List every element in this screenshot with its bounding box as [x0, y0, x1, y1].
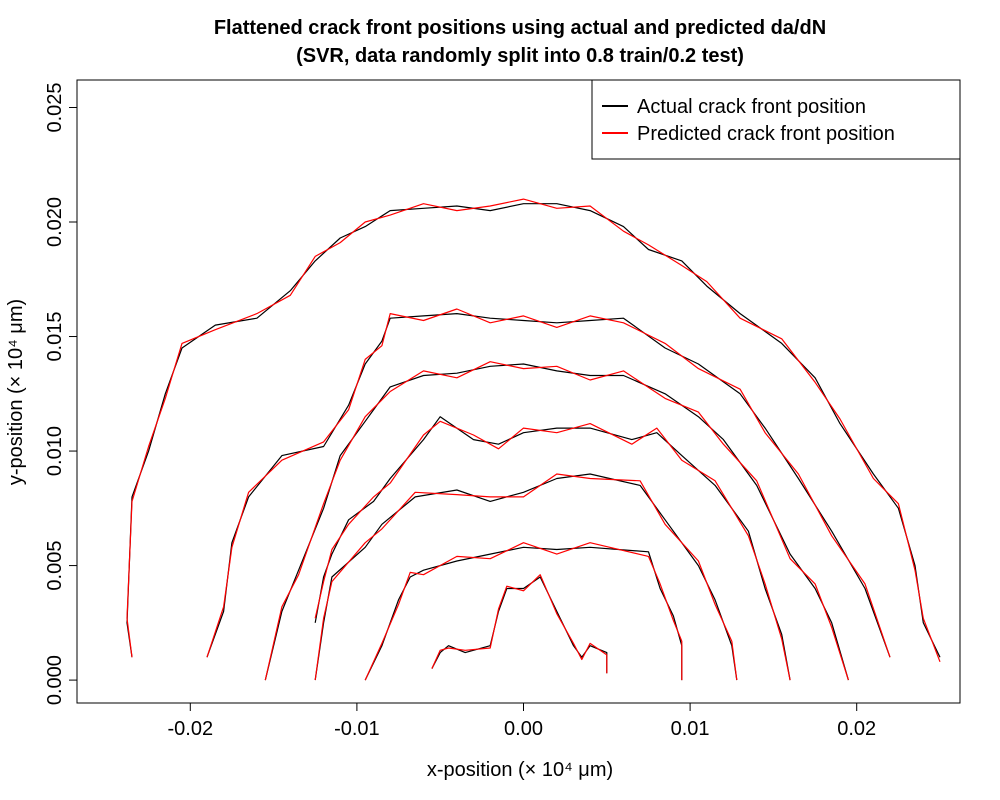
chart-subtitle: (SVR, data randomly split into 0.8 train… [296, 45, 744, 67]
plot-frame [76, 79, 961, 704]
crack-fronts [126, 198, 941, 681]
x-tick-label: 0.01 [671, 718, 710, 740]
y-tick-label: 0.000 [44, 655, 66, 705]
x-axis: -0.02 -0.01 0.00 0.01 0.02 [167, 702, 876, 740]
predicted-front-line-2 [314, 473, 738, 681]
actual-series [126, 203, 941, 681]
chart-title: Flattened crack front positions using ac… [214, 17, 826, 39]
y-tick-label: 0.015 [44, 311, 66, 361]
actual-front-line-4 [264, 363, 849, 681]
predicted-front-line-6 [126, 198, 941, 663]
legend-label-predicted: Predicted crack front position [637, 123, 895, 145]
x-tick-label: 0.02 [837, 718, 876, 740]
actual-front-line-1 [364, 546, 683, 681]
predicted-front-line-4 [264, 361, 849, 681]
actual-front-line-3 [314, 416, 791, 681]
predicted-front-line-0 [431, 574, 608, 674]
legend-box [591, 79, 961, 160]
actual-front-line-2 [314, 473, 738, 681]
y-tick-label: 0.025 [44, 82, 66, 132]
x-tick-label: 0.00 [504, 718, 543, 740]
x-tick-label: -0.02 [167, 718, 213, 740]
legend-label-actual: Actual crack front position [637, 96, 866, 118]
y-tick-label: 0.020 [44, 197, 66, 247]
predicted-front-line-5 [206, 308, 891, 658]
y-tick-label: 0.005 [44, 541, 66, 591]
y-axis: 0.000 0.005 0.010 0.015 0.020 0.025 [44, 82, 78, 705]
predicted-front-line-3 [314, 420, 791, 681]
predicted-series [126, 198, 941, 681]
y-tick-label: 0.010 [44, 426, 66, 476]
actual-front-line-0 [431, 576, 608, 674]
legend: Actual crack front position Predicted cr… [591, 79, 961, 160]
x-axis-label: x-position (× 10⁴ μm) [427, 759, 613, 781]
predicted-front-line-1 [364, 542, 683, 681]
y-axis-label: y-position (× 10⁴ μm) [5, 299, 27, 485]
actual-front-line-6 [126, 203, 941, 658]
actual-front-line-5 [206, 313, 891, 658]
x-tick-label: -0.01 [334, 718, 380, 740]
